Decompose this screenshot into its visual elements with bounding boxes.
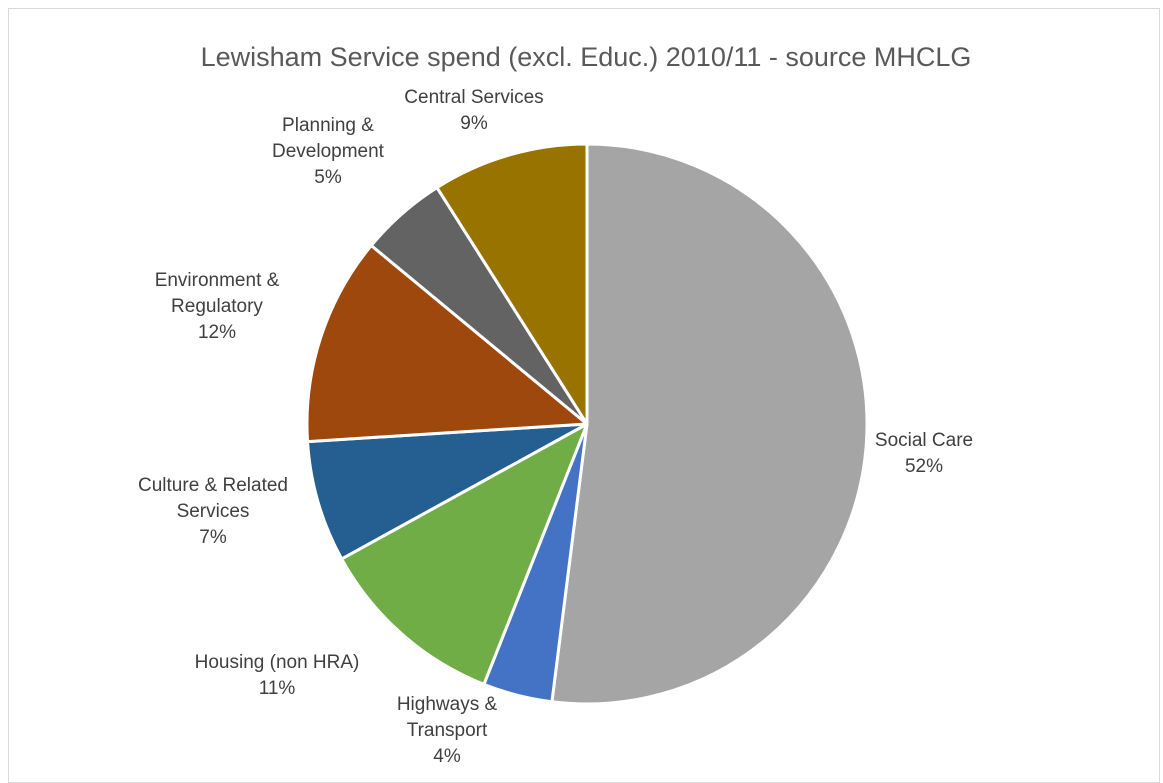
slice-label-line: Social Care <box>875 430 973 451</box>
slice-label-line: Housing (non HRA) <box>195 652 360 673</box>
chart-title: Lewisham Service spend (excl. Educ.) 201… <box>201 42 972 72</box>
slice-label: Highways & Transport 4% <box>397 694 498 767</box>
pie-slices <box>305 142 869 706</box>
slice-label-line: Development <box>272 141 385 162</box>
pie-slice-housing-non-hra <box>340 422 589 686</box>
slice-label: Housing (non HRA) 11% <box>195 652 360 699</box>
pie-slice-environment-regulatory <box>305 244 589 444</box>
slice-label-line: Highways & <box>397 694 498 715</box>
slice-label-line: 4% <box>433 746 461 767</box>
pie-slice-central-services <box>435 142 589 426</box>
slice-label-line: Planning & <box>282 115 374 136</box>
pie-slice-culture-related-services <box>306 422 589 561</box>
slice-label: Social Care 52% <box>875 430 973 477</box>
slice-label: Central Services 9% <box>404 87 543 134</box>
slice-label-line: 5% <box>314 167 342 188</box>
slice-label-line: 12% <box>198 322 236 343</box>
slice-label-line: Services <box>177 501 250 522</box>
pie-slice-social-care <box>550 142 869 706</box>
slice-label-line: Environment & <box>155 270 280 291</box>
slice-label-line: 9% <box>460 113 488 134</box>
slice-label-line: Culture & Related <box>138 475 288 496</box>
slice-label-line: 11% <box>259 678 296 699</box>
slice-label-line: 52% <box>905 456 943 477</box>
slice-labels: Social Care 52% Highways & Transport 4% Housi… <box>138 87 973 767</box>
slice-label-line: Central Services <box>404 87 543 108</box>
slice-label: Culture & Related Services 7% <box>138 475 288 548</box>
slice-label: Planning & Development 5% <box>272 115 385 188</box>
slice-label-line: Regulatory <box>171 296 263 317</box>
slice-label: Environment & Regulatory 12% <box>155 270 280 343</box>
slice-label-line: 7% <box>199 527 227 548</box>
slice-label-line: Transport <box>407 720 488 741</box>
